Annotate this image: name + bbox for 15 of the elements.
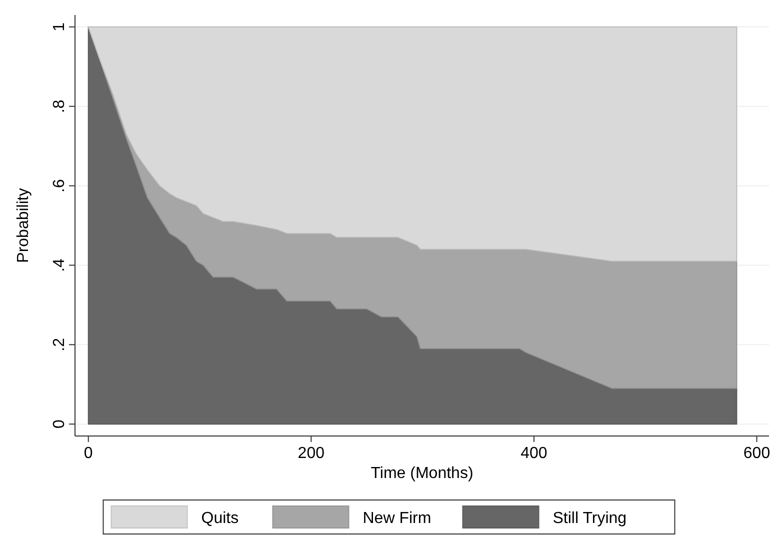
- x-tick-label: 0: [84, 445, 93, 462]
- y-tick-label: 0: [51, 420, 68, 429]
- y-tick-label: .2: [51, 338, 68, 352]
- x-axis-title: Time (Months): [370, 465, 474, 482]
- y-tick-label: .6: [51, 179, 68, 192]
- y-tick-label: .4: [51, 258, 68, 272]
- legend-label: New Firm: [362, 510, 432, 527]
- x-tick-label: 200: [298, 445, 325, 462]
- x-tick-label: 400: [520, 445, 548, 462]
- y-axis-title: Probability: [15, 188, 32, 263]
- x-tick-label: 600: [743, 445, 770, 462]
- y-tick-label: 1: [51, 22, 68, 32]
- y-tick-label: .8: [51, 100, 68, 114]
- legend-label: Still Trying: [552, 510, 627, 527]
- legend-label: Quits: [201, 510, 239, 527]
